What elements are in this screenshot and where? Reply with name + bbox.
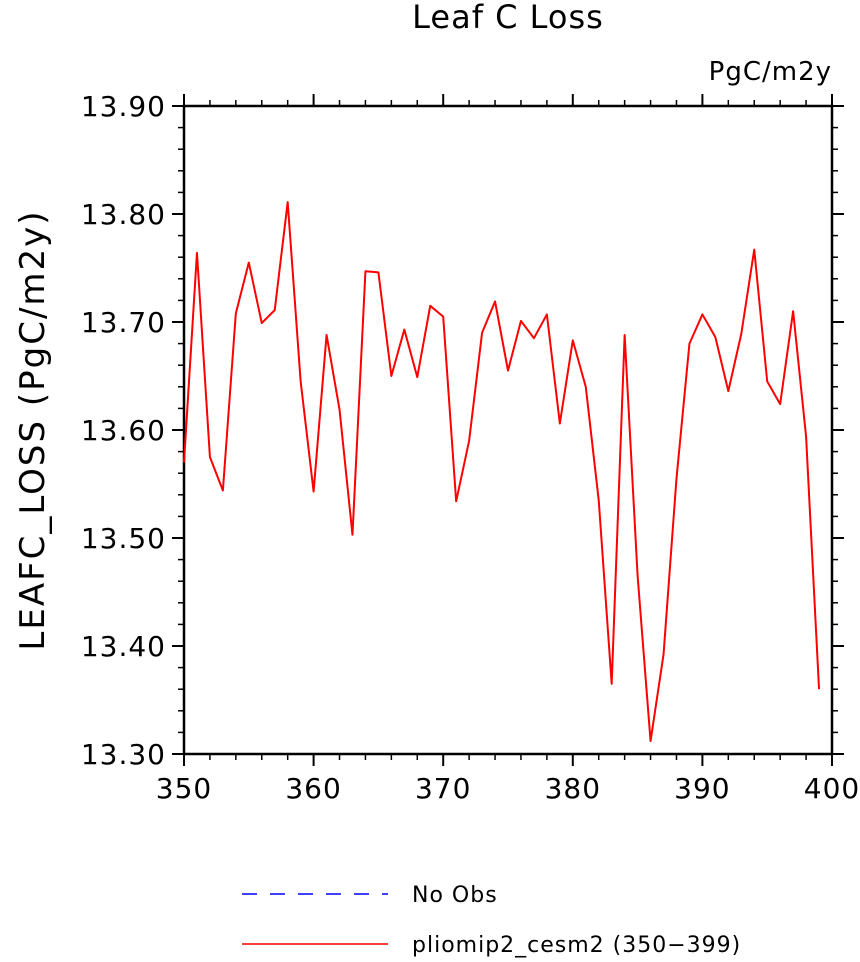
y-axis-label: LEAFC_LOSS (PgC/m2y) [13, 209, 53, 650]
y-tick-label: 13.80 [81, 198, 166, 231]
x-tick-label: 370 [415, 772, 471, 805]
y-tick-label: 13.30 [81, 738, 166, 771]
x-tick-label: 360 [285, 772, 341, 805]
x-tick-label: 400 [804, 772, 860, 805]
y-tick-label: 13.40 [81, 630, 166, 663]
legend-label-pliomip2: pliomip2_cesm2 (350−399) [412, 933, 741, 958]
x-tick-label: 350 [156, 772, 212, 805]
chart-title: Leaf C Loss [412, 0, 604, 36]
legend: No Obs pliomip2_cesm2 (350−399) [242, 883, 741, 958]
y-tick-label: 13.70 [81, 306, 166, 339]
axis-tick-labels: 350 360 370 380 390 400 13.30 13.40 13.50 13.60 13… [81, 90, 860, 805]
plot-frame [182, 104, 834, 756]
y-tick-label: 13.60 [81, 414, 166, 447]
x-tick-label: 390 [674, 772, 730, 805]
legend-label-no-obs: No Obs [412, 883, 498, 908]
units-label: PgC/m2y [709, 57, 832, 87]
y-tick-label: 13.90 [81, 90, 166, 123]
axis-ticks [172, 94, 844, 766]
y-tick-label: 13.50 [81, 522, 166, 555]
series-line-0 [183, 201, 821, 743]
x-tick-label: 380 [545, 772, 601, 805]
series-layer [183, 201, 821, 743]
